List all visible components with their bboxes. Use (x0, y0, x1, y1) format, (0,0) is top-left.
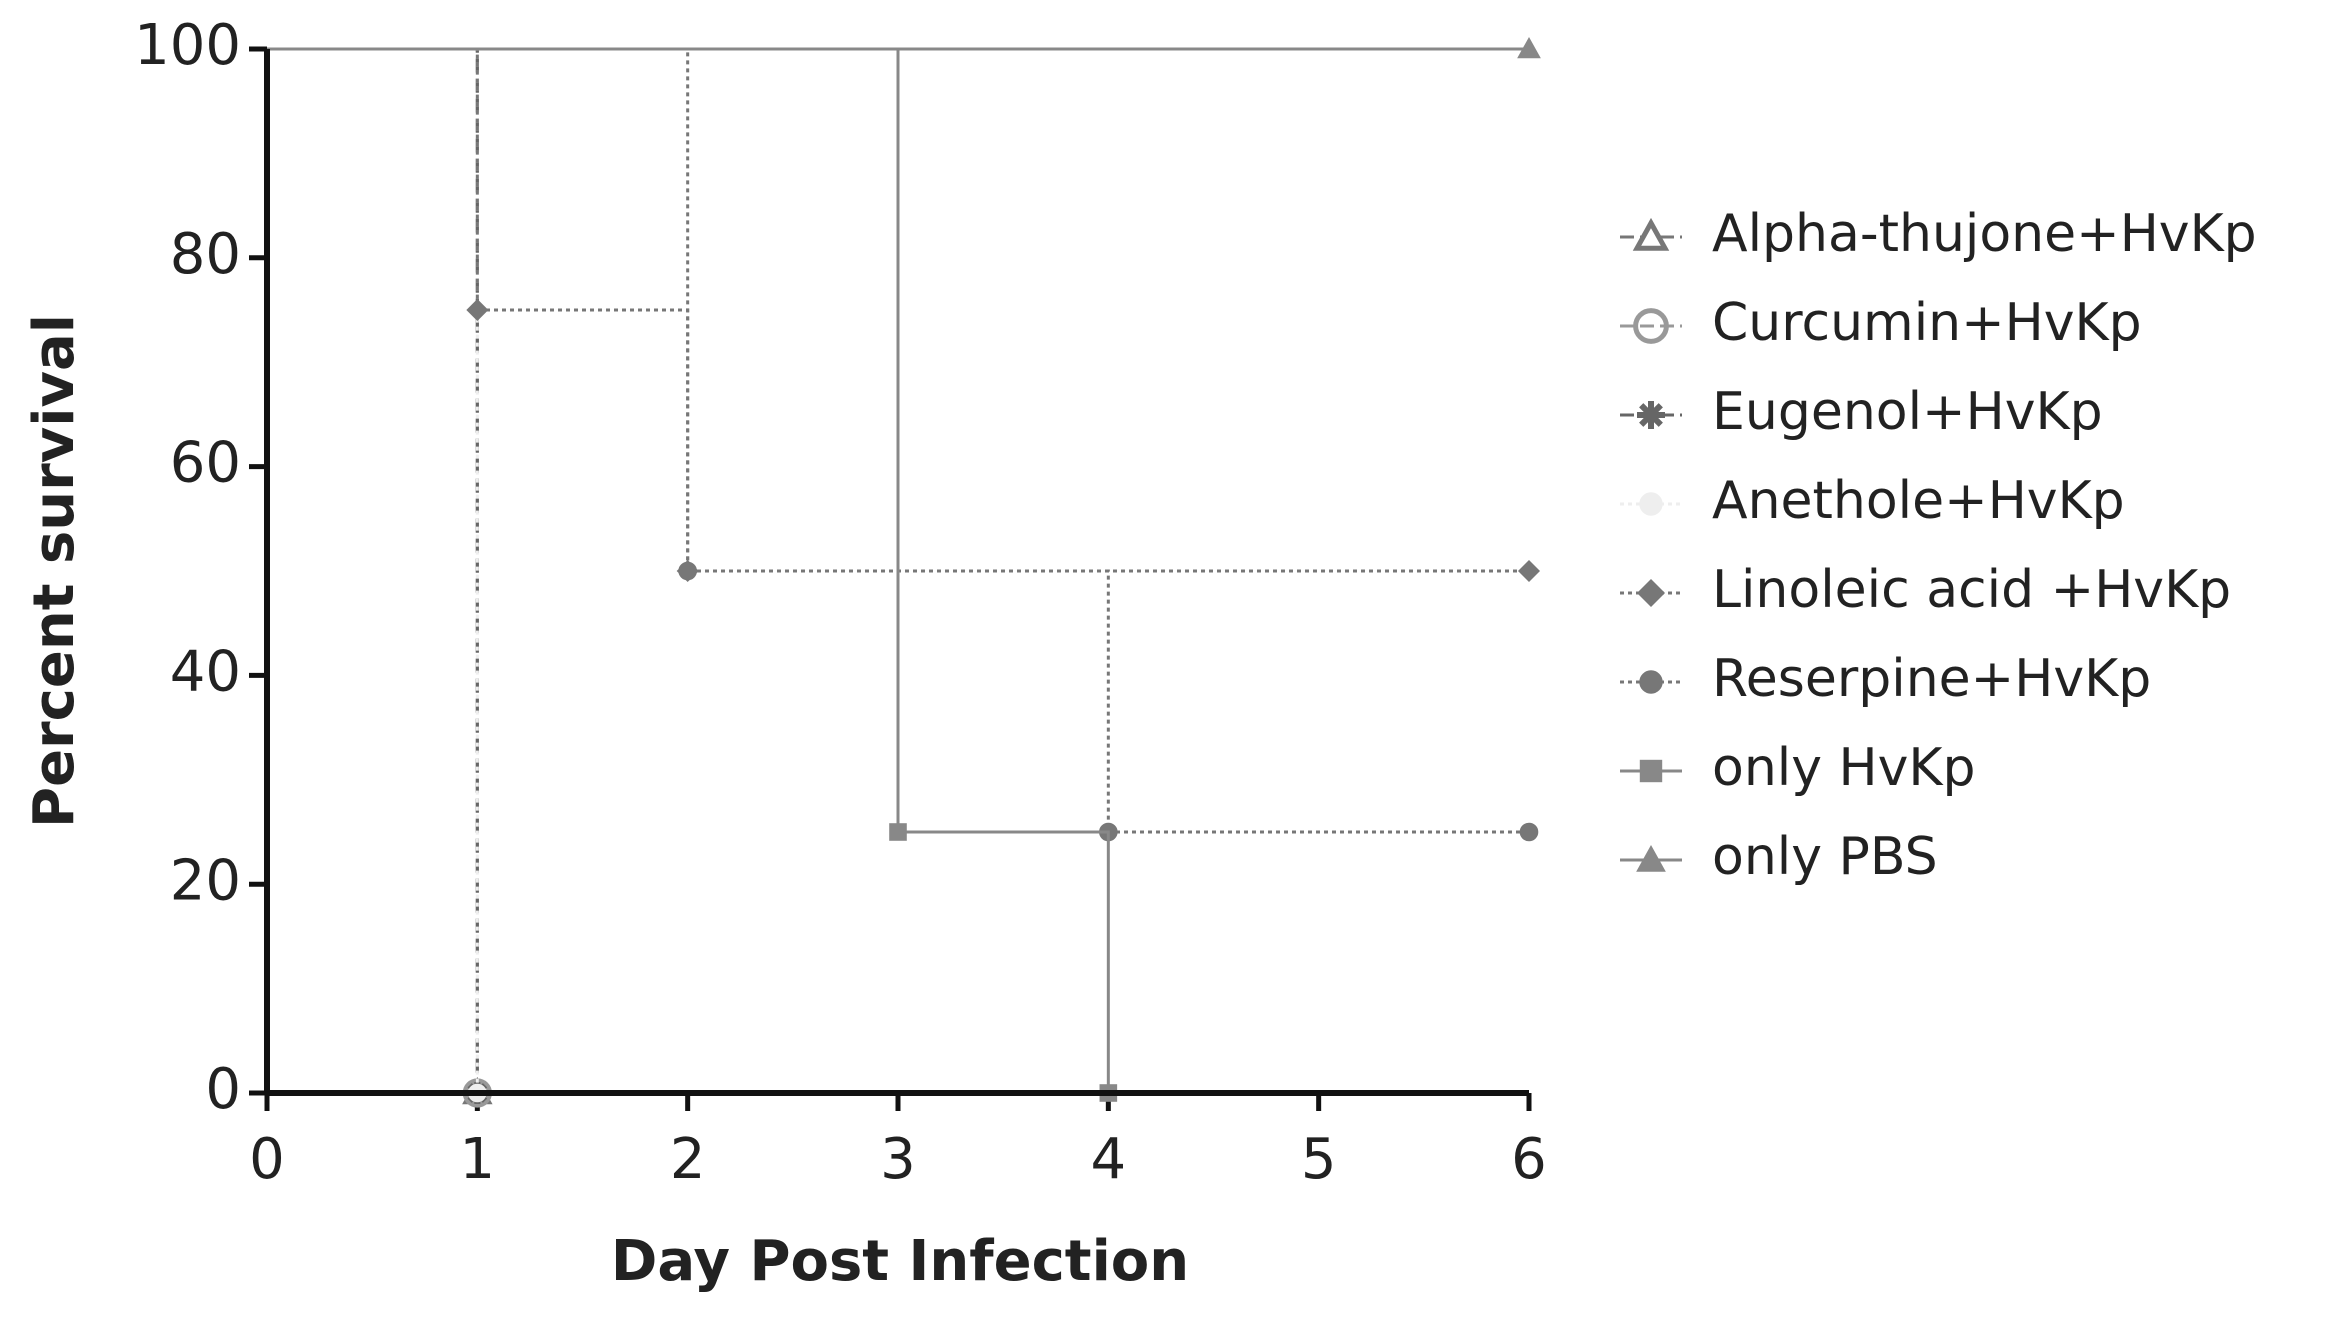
y-tick-label: 40 (170, 640, 241, 705)
y-tick-label: 60 (170, 431, 241, 496)
y-tick-label: 100 (134, 13, 241, 78)
x-tick-label: 3 (880, 1127, 916, 1192)
legend-label: Curcumin+HvKp (1712, 293, 2142, 353)
point-marker (678, 561, 697, 581)
x-tick-label: 2 (670, 1127, 706, 1192)
legend-label: Alpha-thujone+HvKp (1712, 204, 2257, 264)
x-axis-label: Day Post Infection (611, 1229, 1189, 1294)
point-marker (1519, 822, 1539, 842)
point-marker (466, 299, 489, 321)
survival-line (267, 47, 479, 1093)
x-tick-label: 4 (1091, 1127, 1127, 1192)
legend-marker (1639, 670, 1663, 694)
y-tick-label: 20 (170, 848, 241, 913)
legend-marker (1636, 844, 1666, 872)
legend-label: Anethole+HvKp (1712, 471, 2125, 531)
legend-label: only HvKp (1712, 738, 1976, 798)
survival-line (267, 47, 479, 1093)
legend-marker (1637, 579, 1665, 607)
point-marker (889, 823, 907, 841)
legend-label: only PBS (1712, 827, 1938, 887)
x-tick-label: 6 (1511, 1127, 1547, 1192)
y-axis-label: Percent survival (22, 314, 87, 828)
x-tick-label: 0 (249, 1127, 285, 1192)
legend-marker (1633, 308, 1669, 344)
legend-marker (1632, 217, 1670, 251)
legend-label: Linoleic acid +HvKp (1712, 560, 2231, 620)
y-tick-label: 0 (205, 1057, 241, 1122)
legend-marker (1637, 401, 1665, 429)
legend-label: Reserpine+HvKp (1712, 649, 2151, 709)
legend-marker (1639, 492, 1663, 516)
x-tick-label: 1 (460, 1127, 496, 1192)
survival-line (267, 47, 479, 1093)
survival-line (267, 47, 479, 1093)
x-tick-label: 5 (1301, 1127, 1337, 1192)
point-marker (1518, 560, 1540, 582)
y-tick-label: 80 (170, 222, 241, 287)
point-marker (1517, 36, 1541, 59)
legend-marker (1639, 759, 1663, 783)
legend-label: Eugenol+HvKp (1712, 382, 2103, 442)
